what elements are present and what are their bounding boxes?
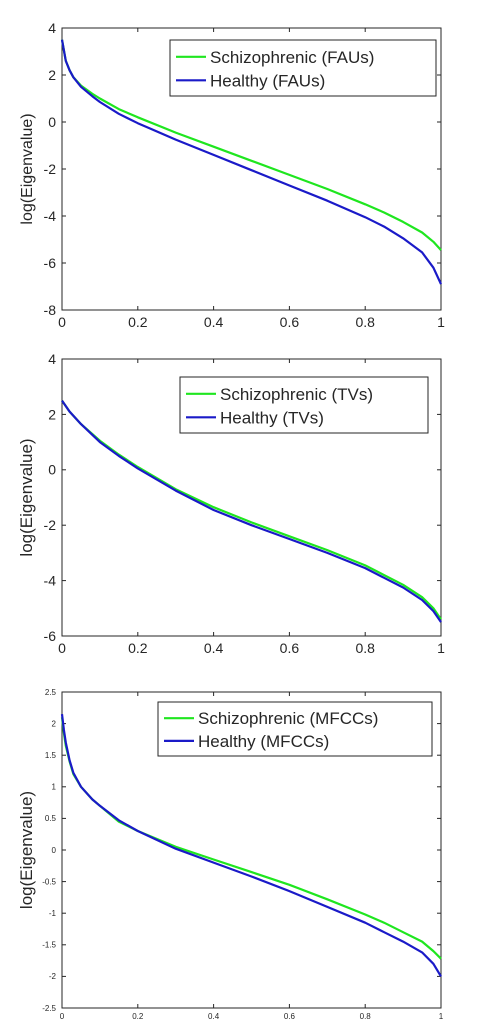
y-tick-label: 0.5: [45, 814, 57, 823]
x-tick-label: 0.6: [280, 640, 300, 656]
y-tick-label: -8: [44, 302, 57, 318]
x-tick-label: 0.6: [284, 1012, 296, 1021]
x-tick-label: 0.4: [204, 640, 224, 656]
y-tick-label: 1.5: [45, 751, 57, 760]
y-axis-label: log(Eigenvalue): [17, 438, 36, 556]
legend-label-schizophrenic: Schizophrenic (TVs): [220, 385, 373, 404]
y-axis-label: log(Eigenvalue): [17, 791, 36, 909]
series-line-healthy: [60, 713, 442, 977]
legend: Schizophrenic (MFCCs) Healthy (MFCCs): [157, 701, 433, 757]
y-tick-label: -4: [44, 208, 57, 224]
legend: Schizophrenic (FAUs) Healthy (FAUs): [169, 39, 437, 97]
y-tick-label: 0: [48, 462, 56, 478]
legend-label-healthy: Healthy (FAUs): [210, 71, 325, 90]
y-tick-label: 2: [48, 67, 56, 83]
y-tick-label: 2: [52, 719, 57, 728]
x-tick-label: 1: [439, 1012, 444, 1021]
x-tick-label: 0.2: [128, 314, 148, 330]
y-tick-label: -2: [49, 972, 57, 981]
y-tick-label: 2: [48, 406, 56, 422]
x-tick-label: 0.4: [204, 314, 224, 330]
series-line-healthy: [60, 39, 442, 285]
x-tick-label: 1: [437, 314, 445, 330]
y-tick-label: -4: [44, 573, 57, 589]
x-tick-label: 0.8: [360, 1012, 372, 1021]
y-tick-label: 2.5: [45, 688, 57, 697]
y-tick-label: -1.5: [42, 941, 56, 950]
y-tick-label: -0.5: [42, 877, 56, 886]
x-tick-label: 0.2: [132, 1012, 144, 1021]
y-tick-label: 1: [52, 783, 57, 792]
x-tick-label: 0.8: [355, 314, 375, 330]
y-tick-label: -2: [44, 161, 57, 177]
legend-box: [157, 701, 433, 757]
legend-label-healthy: Healthy (MFCCs): [198, 732, 329, 751]
chart-1: 0 0.2 0.4 0.6 0.8 1 -8 -6 -4 -2 0 2 4 log(Eigenvalue)…: [19, 20, 445, 330]
legend-label-schizophrenic: Schizophrenic (MFCCs): [198, 709, 378, 728]
x-tick-label: 0.8: [355, 640, 375, 656]
y-tick-label: -1: [49, 909, 57, 918]
x-tick-label: 0: [60, 1012, 65, 1021]
y-tick-label: 0: [48, 114, 56, 130]
legend: Schizophrenic (TVs) Healthy (TVs): [179, 376, 429, 434]
y-tick-label: 4: [48, 20, 56, 36]
series-line-healthy: [61, 399, 442, 623]
x-tick-label: 1: [437, 640, 445, 656]
y-tick-label: 0: [52, 846, 57, 855]
legend-label-healthy: Healthy (TVs): [220, 408, 324, 427]
x-tick-label: 0: [58, 640, 66, 656]
legend-label-schizophrenic: Schizophrenic (FAUs): [210, 48, 374, 67]
plot-area-frame: [61, 358, 442, 637]
x-tick-label: 0.4: [208, 1012, 220, 1021]
chart-2: 0 0.2 0.4 0.6 0.8 1 -6 -4 -2 0 2 4 log(Eigenvalue) Sc…: [17, 351, 445, 656]
y-tick-label: -2: [44, 517, 57, 533]
chart-3: 0 0.2 0.4 0.6 0.8 1 -2.5 -2 -1.5 -1 -0.5 0 0.5 1 1.5 2 2…: [17, 688, 444, 1021]
legend-box: [169, 39, 437, 97]
y-tick-label: -2.5: [42, 1004, 56, 1013]
y-tick-label: 4: [48, 351, 56, 367]
x-tick-label: 0.6: [280, 314, 300, 330]
x-tick-label: 0: [58, 314, 66, 330]
y-tick-label: -6: [44, 255, 57, 271]
legend-box: [179, 376, 429, 434]
y-axis-label: log(Eigenvalue): [19, 113, 36, 224]
x-tick-label: 0.2: [128, 640, 148, 656]
y-tick-label: -6: [44, 628, 57, 644]
